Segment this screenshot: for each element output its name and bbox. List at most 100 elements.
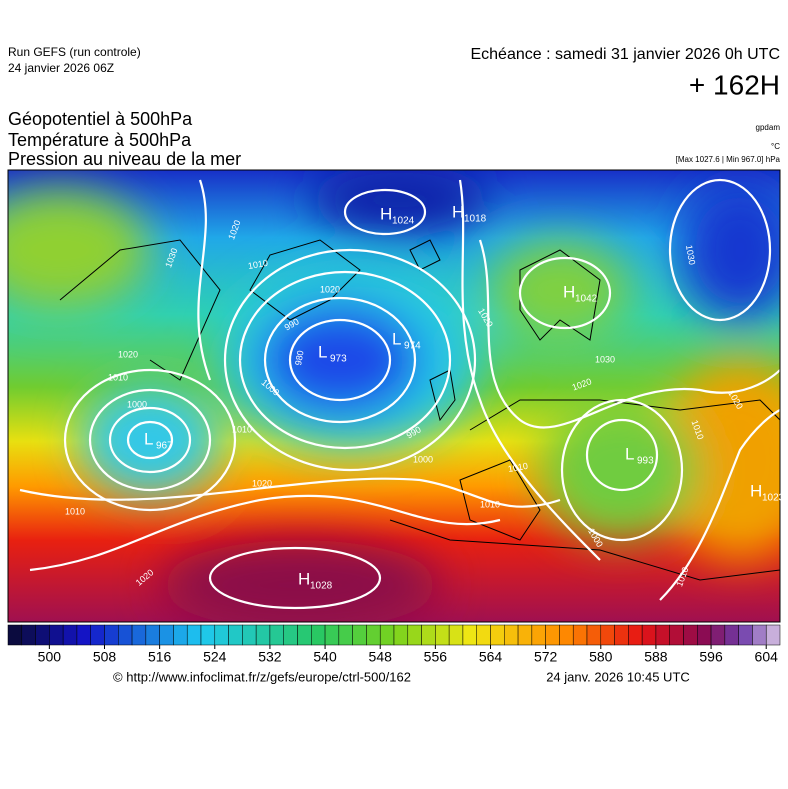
center-value: 967 xyxy=(156,441,173,452)
isobar-label: 1000 xyxy=(127,399,147,409)
center-letter: H xyxy=(452,202,464,221)
colorbar-swatch xyxy=(600,624,615,646)
colorbar-swatch xyxy=(724,624,739,646)
center-value: 1042 xyxy=(575,294,598,305)
colorbar-swatch xyxy=(614,624,629,646)
unit-label: gpdam xyxy=(756,123,781,132)
colorbar-tick-label: 572 xyxy=(534,649,558,665)
colorbar-swatch xyxy=(173,624,188,646)
isobar-label: 1010 xyxy=(480,499,500,509)
colorbar-swatch xyxy=(448,624,464,646)
unit-label: °C xyxy=(771,142,780,151)
colorbar-swatch xyxy=(21,624,36,646)
colorbar-swatch xyxy=(545,624,560,646)
colorbar-tick-label: 500 xyxy=(38,649,62,665)
colorbar-tick-label: 516 xyxy=(148,649,172,665)
isobar-label: 1020 xyxy=(118,349,138,359)
colorbar-tick-label: 524 xyxy=(203,649,227,665)
colorbar-tick-label: 596 xyxy=(699,649,723,665)
run-label: Run GEFS (run controle) xyxy=(8,45,141,59)
colorbar-swatch xyxy=(352,624,367,646)
isobar-label: 980 xyxy=(293,350,305,367)
colorbar-swatch xyxy=(338,624,353,646)
colorbar-swatch xyxy=(159,624,174,646)
center-letter: H xyxy=(298,569,310,588)
colorbar-swatch xyxy=(283,624,298,646)
center-value: 993 xyxy=(637,456,654,467)
created-time: 24 janv. 2026 10:45 UTC xyxy=(546,669,690,684)
field-label: Pression au niveau de la mer xyxy=(8,149,241,169)
colorbar-swatch xyxy=(628,624,643,646)
colorbar-swatch xyxy=(76,624,91,646)
colorbar-swatch xyxy=(366,624,381,646)
colorbar-swatch xyxy=(531,624,546,646)
colorbar-tick-label: 508 xyxy=(93,649,117,665)
colorbar-tick-label: 556 xyxy=(424,649,448,665)
colorbar-swatch xyxy=(255,624,271,646)
colorbar-swatch xyxy=(324,624,340,646)
colorbar-swatch xyxy=(214,624,229,646)
center-letter: H xyxy=(380,204,392,223)
center-letter: L xyxy=(625,444,634,463)
colorbar-swatch xyxy=(379,624,395,646)
colorbar-swatch xyxy=(297,624,312,646)
colorbar-swatch xyxy=(476,624,491,646)
colorbar-tick-label: 588 xyxy=(644,649,668,665)
colorbar-swatch xyxy=(641,624,657,646)
colorbar-tick-label: 548 xyxy=(369,649,393,665)
center-letter: L xyxy=(318,342,327,361)
lead-time: + 162H xyxy=(689,69,780,100)
center-value: 1024 xyxy=(392,216,415,227)
field-label: Température à 500hPa xyxy=(8,130,192,150)
colorbar-swatch xyxy=(586,624,602,646)
colorbar-swatch xyxy=(490,624,505,646)
center-value: 1023 xyxy=(762,493,785,504)
colorbar-tick-label: 580 xyxy=(589,649,613,665)
colorbar-swatch xyxy=(462,624,477,646)
map-frame xyxy=(7,169,781,623)
colorbar-swatch xyxy=(131,624,147,646)
isobar-label: 1010 xyxy=(108,372,128,382)
center-value: 973 xyxy=(330,354,347,365)
center-letter: L xyxy=(144,429,153,448)
colorbar-tick-label: 532 xyxy=(258,649,282,665)
run-date: 24 janvier 2026 06Z xyxy=(8,61,114,75)
colorbar-swatch xyxy=(145,624,160,646)
unit-label: [Max 1027.6 | Min 967.0] hPa xyxy=(676,155,781,164)
colorbar-tick-label: 540 xyxy=(313,649,337,665)
isobar-label: 1010 xyxy=(232,424,252,434)
colorbar-swatch xyxy=(655,624,670,646)
colorbar-swatch xyxy=(435,624,450,646)
isobar-label: 1020 xyxy=(320,284,340,294)
colorbar-swatch xyxy=(765,624,781,646)
colorbar-swatch xyxy=(49,624,64,646)
colorbar-swatch xyxy=(697,624,712,646)
valid-time: Echéance : samedi 31 janvier 2026 0h UTC xyxy=(470,46,780,63)
colorbar-swatch xyxy=(200,624,216,646)
center-value: 1028 xyxy=(310,581,333,592)
isobar-label: 1030 xyxy=(595,354,615,364)
colorbar-tick-label: 564 xyxy=(479,649,503,665)
colorbar-swatch xyxy=(186,624,202,646)
colorbar-swatch xyxy=(242,624,257,646)
colorbar-swatch xyxy=(104,624,119,646)
colorbar-swatch xyxy=(393,624,409,646)
center-value: 1018 xyxy=(464,214,487,225)
field-label: Géopotentiel à 500hPa xyxy=(8,109,193,129)
colorbar-swatch xyxy=(90,624,105,646)
colorbar-swatch xyxy=(738,624,753,646)
center-value: 974 xyxy=(404,341,421,352)
source-link[interactable]: © http://www.infoclimat.fr/z/gefs/europe… xyxy=(113,669,411,684)
colorbar-tick-label: 604 xyxy=(755,649,779,665)
center-letter: H xyxy=(750,481,762,500)
colorbar-swatch xyxy=(62,624,78,646)
colorbar-swatch xyxy=(517,624,533,646)
colorbar-swatch xyxy=(7,624,23,646)
isobar-label: 1010 xyxy=(507,461,528,474)
isobar-label: 1000 xyxy=(413,454,433,464)
colorbar-swatch xyxy=(407,624,422,646)
colorbar-swatch xyxy=(118,624,133,646)
colorbar-swatch xyxy=(421,624,436,646)
colorbar-swatch xyxy=(572,624,588,646)
